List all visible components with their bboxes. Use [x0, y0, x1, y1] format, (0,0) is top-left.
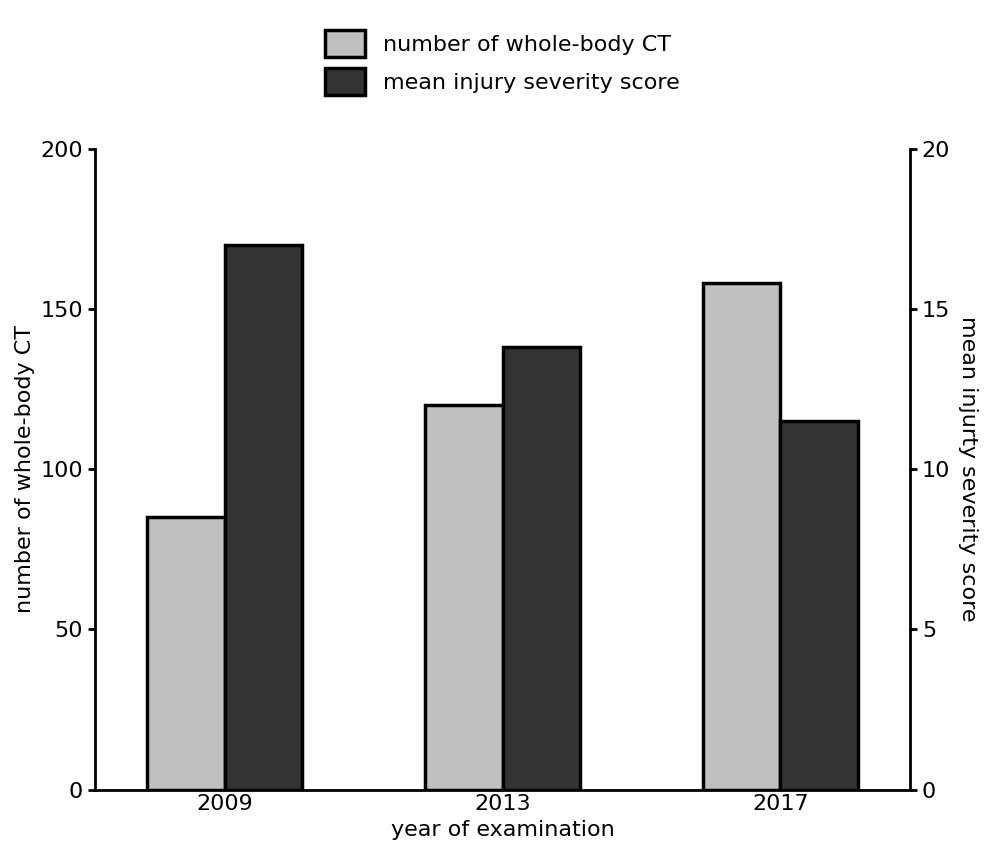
Bar [224, 245, 303, 789]
Bar [425, 405, 502, 789]
Y-axis label: mean injurty severity score: mean injurty severity score [958, 316, 978, 622]
Bar [703, 283, 780, 789]
Bar [502, 347, 580, 789]
Bar [147, 517, 224, 789]
Y-axis label: number of whole-body CT: number of whole-body CT [15, 325, 35, 613]
X-axis label: year of examination: year of examination [390, 820, 615, 840]
Bar [780, 422, 858, 789]
Legend: number of whole-body CT, mean injury severity score: number of whole-body CT, mean injury sev… [314, 19, 691, 106]
